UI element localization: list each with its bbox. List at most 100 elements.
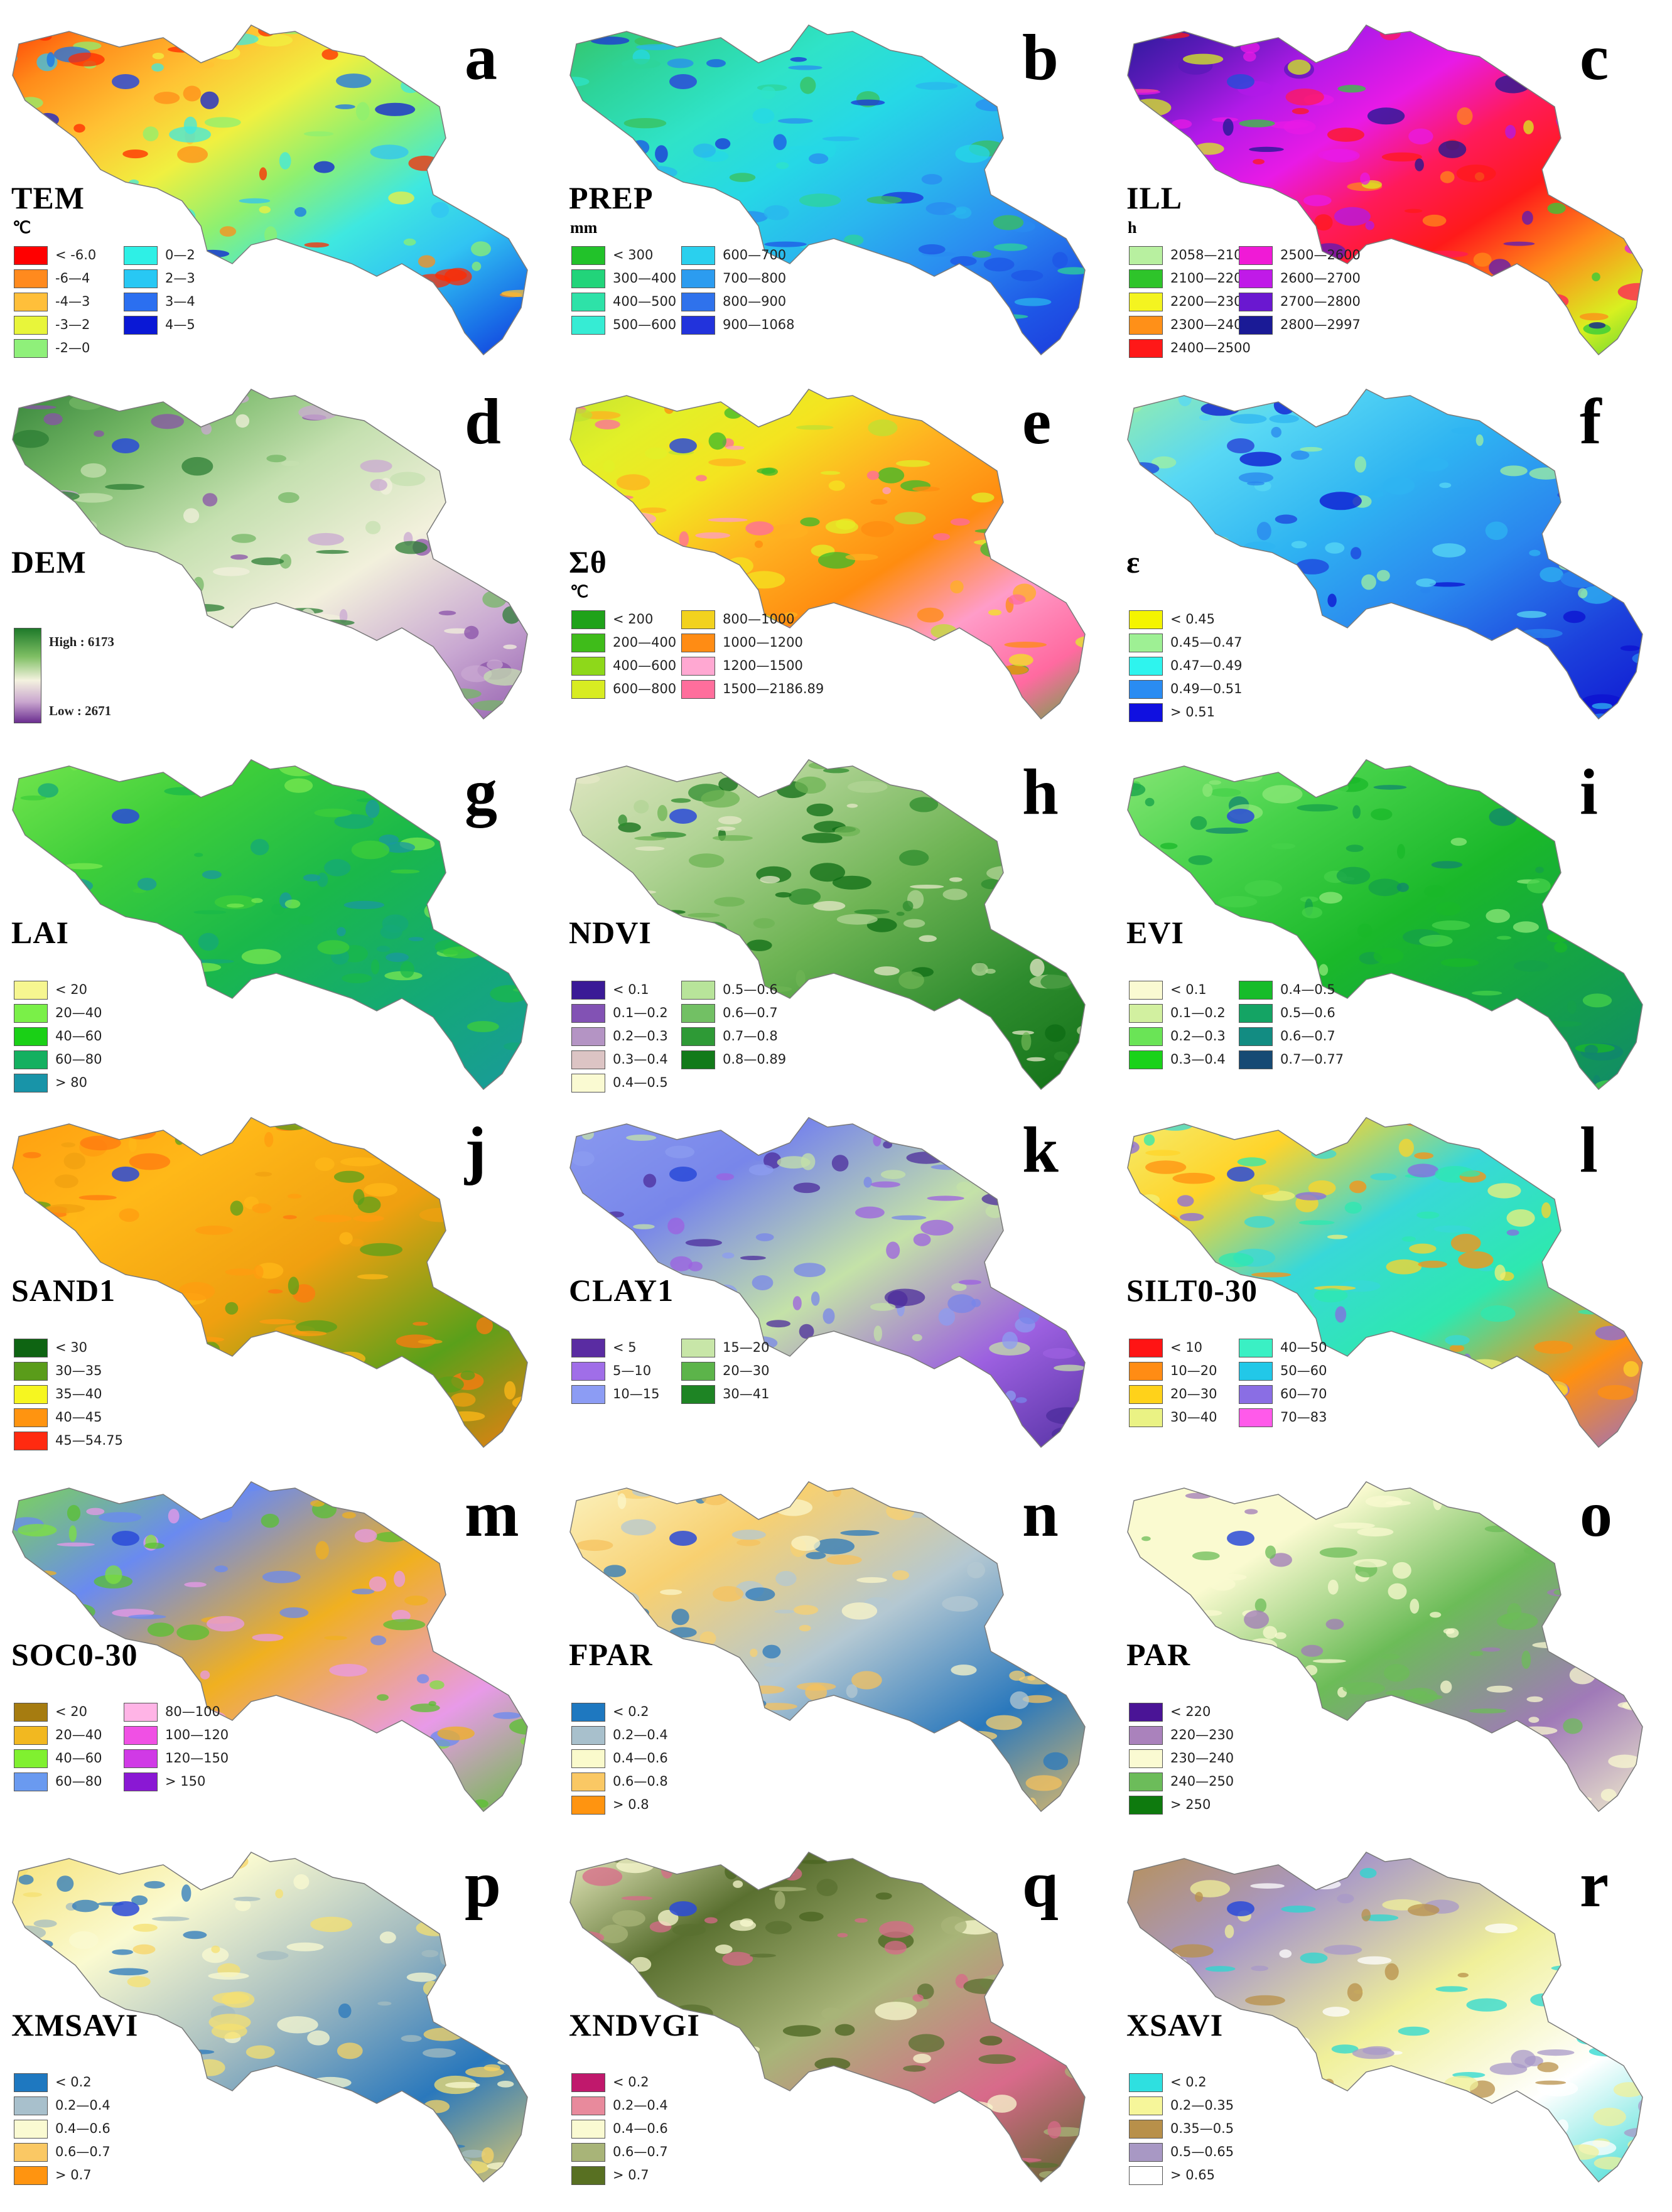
legend-swatch [14, 1362, 48, 1381]
legend-swatch [571, 246, 605, 265]
legend-label: 60—80 [55, 1774, 102, 1789]
legend-swatch [124, 246, 158, 265]
legend-swatch [124, 269, 158, 288]
panel-letter: l [1580, 1114, 1598, 1186]
legend-label: 0.2—0.4 [613, 1727, 668, 1742]
legend-swatch [1129, 1385, 1163, 1404]
map-panel-h: h NDVI < 0.1 0.1—0.2 0.2—0.3 0.3—0.4 0.4—0.5 0.… [558, 747, 1114, 1111]
legend-label: 0.4—0.6 [613, 1751, 668, 1766]
legend-label: 0.2—0.35 [1170, 2098, 1234, 2113]
legend-label: 1200—1500 [723, 658, 803, 673]
legend-label: 0.6—0.7 [613, 2144, 668, 2159]
legend-swatch [571, 1362, 605, 1381]
map-panel-n: n FPAR < 0.2 0.2—0.4 0.4—0.6 0.6—0.8 > 0.8 [558, 1469, 1114, 1833]
map-title: DEM [11, 544, 87, 580]
legend-swatch [14, 339, 48, 358]
legend-swatch [681, 1050, 715, 1069]
legend-swatch [571, 1749, 605, 1768]
legend-swatch [124, 293, 158, 311]
map-title: CLAY1 [569, 1273, 674, 1308]
legend-swatch [1129, 634, 1163, 652]
legend-swatch [14, 1004, 48, 1023]
legend-label: < 0.2 [613, 1704, 649, 1719]
legend-swatch [571, 634, 605, 652]
legend-swatch [1129, 269, 1163, 288]
legend-swatch [14, 2096, 48, 2115]
legend-swatch [14, 1703, 48, 1722]
legend-label: < 0.45 [1170, 612, 1216, 627]
legend-swatch [14, 269, 48, 288]
map-panel-j: j SAND1 < 30 30—35 35—40 40—45 45—54.75 [0, 1105, 557, 1469]
map-title: XMSAVI [11, 2007, 139, 2042]
legend-label: -3—2 [55, 317, 90, 332]
legend-swatch [14, 1772, 48, 1791]
legend-swatch [1129, 1362, 1163, 1381]
legend-swatch [681, 1339, 715, 1357]
legend-swatch [1129, 2096, 1163, 2115]
legend-label: 1500—2186.89 [723, 681, 824, 696]
map-title: SOC0-30 [11, 1637, 138, 1672]
legend-swatch [14, 1074, 48, 1093]
legend-label: 35—40 [55, 1386, 102, 1401]
legend-swatch [14, 1339, 48, 1357]
panel-letter: n [1022, 1478, 1059, 1550]
legend-label: 0.6—0.7 [723, 1005, 778, 1020]
legend-label: < 0.1 [1170, 982, 1207, 997]
panel-letter: o [1580, 1478, 1612, 1550]
legend-label: 0.1—0.2 [1170, 1005, 1226, 1020]
legend-swatch [14, 246, 48, 265]
legend-label: 0.2—0.3 [1170, 1028, 1226, 1044]
legend-swatch [14, 1749, 48, 1768]
legend-swatch [14, 981, 48, 1000]
legend-label: < 0.2 [55, 2074, 92, 2090]
legend-label: 30—41 [723, 1386, 770, 1401]
legend-swatch [1129, 1004, 1163, 1023]
panel-letter: b [1022, 21, 1059, 94]
legend-swatch [1129, 1050, 1163, 1069]
legend-swatch [681, 316, 715, 335]
legend-swatch [14, 316, 48, 335]
legend-label: 0.2—0.3 [613, 1028, 668, 1044]
legend-swatch [571, 1772, 605, 1791]
map-title: NDVI [569, 915, 652, 950]
legend-swatch [1129, 1726, 1163, 1745]
legend-label: 20—40 [55, 1727, 102, 1742]
legend-swatch [1129, 246, 1163, 265]
map-panel-p: p XMSAVI < 0.2 0.2—0.4 0.4—0.6 0.6—0.7 > 0.7 [0, 1840, 557, 2204]
legend-label: < 0.1 [613, 982, 649, 997]
map-panel-b: b PREP mm < 300 300—400 400—500 500—600 600—700… [558, 13, 1114, 377]
elevation-high-label: High : 6173 [49, 634, 114, 649]
legend-swatch [1239, 1385, 1273, 1404]
legend-swatch [571, 316, 605, 335]
legend-label: 230—240 [1170, 1751, 1234, 1766]
legend-swatch [681, 1027, 715, 1046]
basin-map [1127, 1481, 1643, 1813]
basin-map [1127, 24, 1643, 356]
basin-map [569, 759, 1086, 1091]
legend-label: > 0.8 [613, 1797, 649, 1812]
legend-label: < 300 [613, 247, 654, 262]
legend-swatch [571, 2073, 605, 2092]
map-panel-m: m SOC0-30 < 20 20—40 40—60 60—80 80—100 100—120… [0, 1469, 557, 1833]
map-panel-g: g LAI < 20 20—40 40—60 60—80 > 80 [0, 747, 557, 1111]
legend-label: 0.5—0.6 [723, 982, 778, 997]
legend-label: 0.4—0.6 [55, 2121, 111, 2136]
basin-map [12, 389, 528, 720]
legend-label: 0—2 [165, 247, 195, 262]
legend-label: 0.6—0.8 [613, 1774, 668, 1789]
legend-swatch [1129, 2120, 1163, 2139]
legend-swatch [571, 1050, 605, 1069]
legend-label: 10—20 [1170, 1363, 1217, 1378]
legend-label: > 150 [165, 1774, 206, 1789]
map-title: ILL [1126, 180, 1183, 215]
legend-swatch [571, 981, 605, 1000]
legend-label: -6—4 [55, 271, 90, 286]
legend-swatch [124, 1726, 158, 1745]
legend-swatch [1129, 293, 1163, 311]
basin-map [12, 1852, 528, 2183]
legend-label: < 10 [1170, 1340, 1202, 1355]
map-panel-c: c ILL h 2058—2100 2100—2200 2200—2300 2300—240… [1115, 13, 1672, 377]
legend-label: 2300—2400 [1170, 317, 1251, 332]
legend-label: 20—30 [723, 1363, 770, 1378]
